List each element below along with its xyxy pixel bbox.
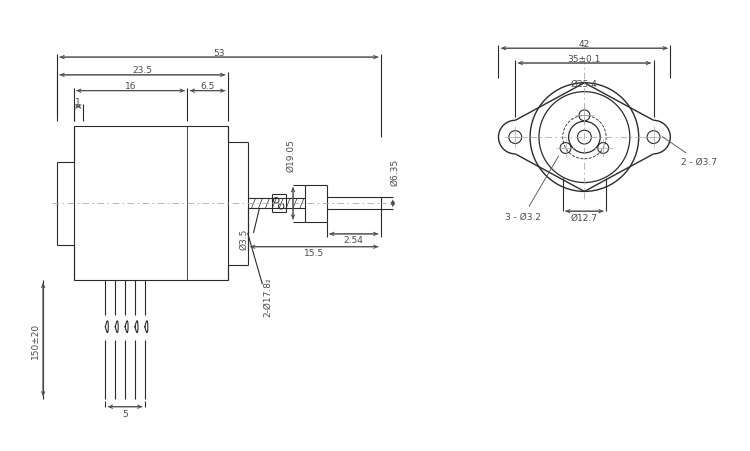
Text: 35±0.1: 35±0.1 — [568, 55, 601, 64]
Text: 3 - Ø3.2: 3 - Ø3.2 — [506, 156, 559, 221]
Text: 150±20: 150±20 — [31, 322, 40, 358]
Text: 5: 5 — [122, 409, 128, 418]
Text: Ø3.5: Ø3.5 — [239, 228, 248, 249]
Text: 42: 42 — [579, 40, 590, 49]
Text: Ø12.7: Ø12.7 — [571, 213, 598, 222]
Text: 2.54: 2.54 — [344, 236, 364, 245]
Text: 23.5: 23.5 — [133, 66, 152, 75]
Text: 15.5: 15.5 — [304, 249, 324, 258]
Text: 1: 1 — [75, 98, 81, 107]
Text: 53: 53 — [213, 49, 225, 58]
Text: 2 - Ø3.7: 2 - Ø3.7 — [662, 138, 717, 167]
Text: Ø6.35: Ø6.35 — [390, 159, 399, 186]
Text: 6.5: 6.5 — [200, 82, 214, 91]
Text: Ø25.4: Ø25.4 — [571, 79, 598, 88]
Text: Ø19.05: Ø19.05 — [286, 138, 296, 171]
Text: 16: 16 — [124, 82, 136, 91]
Text: 2-Ø17.8₂: 2-Ø17.8₂ — [262, 277, 272, 316]
